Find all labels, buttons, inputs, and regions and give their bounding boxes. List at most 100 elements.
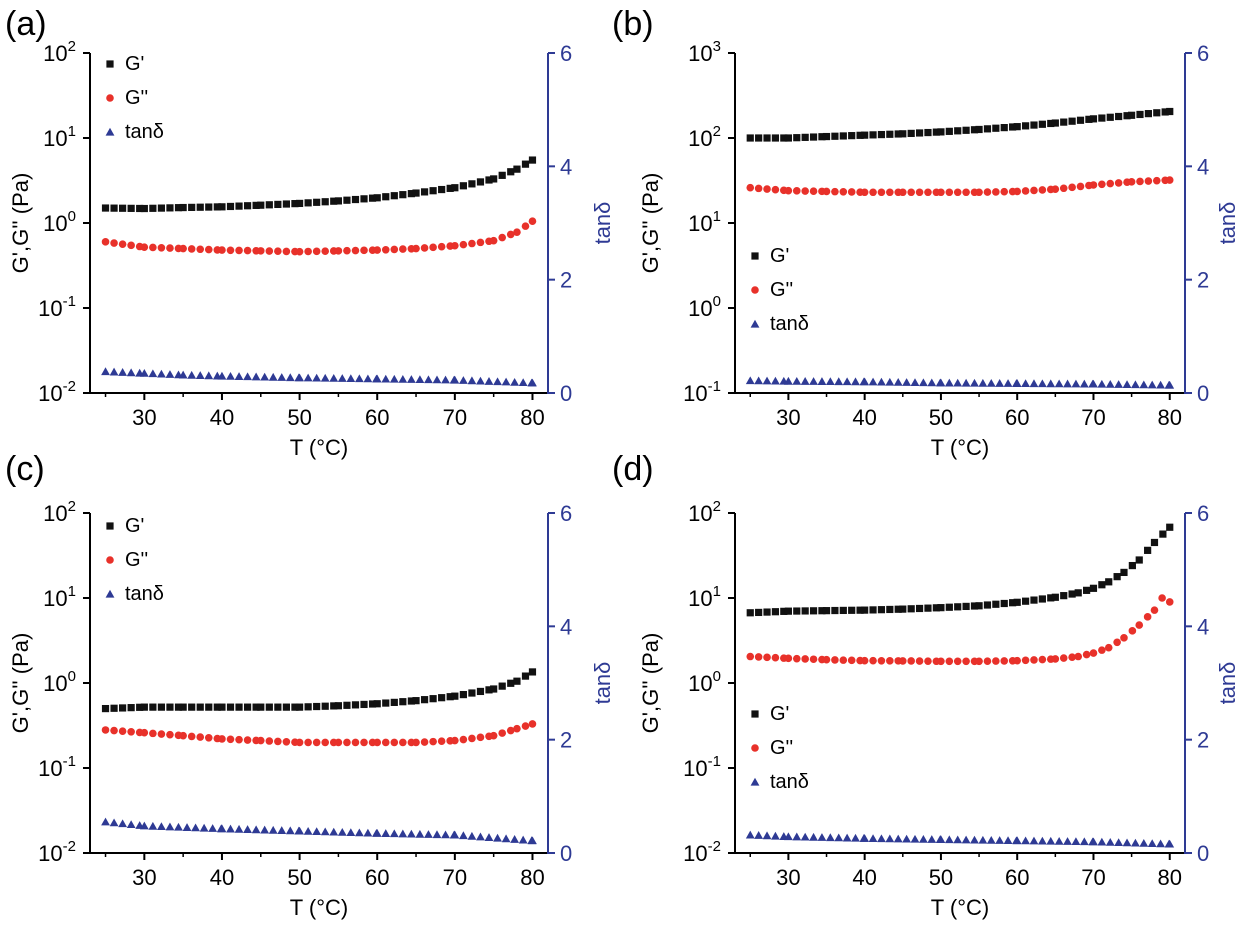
data-point [166, 204, 174, 212]
data-point [755, 608, 763, 617]
data-point [513, 165, 521, 173]
data-point [945, 603, 953, 611]
data-point [412, 189, 420, 197]
data-point [521, 672, 530, 680]
data-point [861, 131, 869, 139]
data-point [1098, 581, 1106, 589]
data-point [441, 375, 450, 384]
data-point [320, 373, 330, 382]
data-point [962, 188, 970, 197]
data-point [1166, 107, 1174, 116]
data-point [1166, 523, 1174, 531]
data-point [118, 240, 127, 248]
data-point [924, 188, 932, 197]
series-triangle [101, 817, 537, 845]
data-point [1000, 657, 1009, 665]
data-point [848, 606, 856, 614]
data-point [372, 828, 382, 837]
data-point [793, 134, 801, 142]
data-point [915, 188, 924, 197]
y2-tick-label: 0 [560, 841, 572, 866]
chart-panel-d: (d) 30 40 50 60 70 80 10-2 10-1 100 101 102 0 2 4 6 T (°… [612, 450, 1240, 920]
data-point [518, 378, 528, 387]
y2-tick-label: 2 [560, 268, 572, 293]
data-point [412, 697, 420, 705]
data-point [1120, 634, 1128, 642]
data-point [1030, 656, 1038, 664]
data-point [771, 185, 780, 194]
data-point [382, 699, 390, 707]
y-tick-label: 10-2 [38, 378, 76, 406]
data-point [321, 702, 329, 710]
data-point [510, 377, 520, 386]
data-point [983, 601, 992, 609]
x-tick-label: 50 [929, 405, 953, 430]
data-point [995, 836, 1005, 844]
x-tick-label: 50 [287, 865, 311, 890]
series-circle [101, 720, 537, 747]
data-point [518, 835, 528, 844]
data-point [415, 829, 425, 838]
data-point [1021, 656, 1030, 665]
x-tick-label: 70 [1081, 865, 1105, 890]
data-point [992, 600, 1000, 608]
y-tick-label: 102 [43, 38, 76, 66]
data-point [1079, 379, 1089, 388]
data-point [842, 833, 852, 842]
data-point [243, 372, 252, 381]
data-point [1051, 655, 1060, 663]
data-point [1059, 654, 1068, 662]
data-point [101, 367, 110, 376]
data-point [856, 131, 864, 139]
data-point [101, 238, 110, 246]
data-point [822, 187, 831, 196]
data-point [932, 604, 940, 612]
data-point [528, 668, 537, 676]
data-point [1106, 179, 1115, 188]
data-point [992, 188, 1000, 196]
data-point [312, 827, 322, 835]
y2-tick-label: 0 [560, 381, 572, 406]
legend-marker [106, 556, 114, 564]
data-point [800, 377, 810, 385]
data-point [459, 690, 467, 699]
data-point [429, 737, 437, 746]
data-point [1089, 181, 1098, 189]
data-point [822, 655, 831, 664]
data-point [1156, 839, 1165, 848]
data-point [771, 831, 780, 840]
data-point [498, 729, 507, 737]
data-point [438, 185, 446, 194]
data-point [368, 700, 377, 708]
data-point [1046, 836, 1056, 845]
y2-tick-label: 4 [1197, 614, 1209, 639]
data-point [407, 190, 415, 198]
data-point [187, 732, 196, 741]
data-point [204, 371, 214, 380]
data-point [484, 833, 494, 841]
data-point [1113, 573, 1121, 581]
data-point [784, 186, 793, 195]
data-point [945, 127, 953, 135]
data-point [498, 171, 506, 179]
data-point [1021, 379, 1030, 388]
data-point [334, 247, 343, 255]
data-point [1114, 179, 1123, 187]
data-point [476, 178, 485, 186]
data-point [1089, 379, 1098, 388]
data-point [166, 244, 174, 252]
data-point [256, 247, 265, 255]
data-point [944, 378, 954, 387]
x-tick-label: 40 [210, 405, 234, 430]
data-point [510, 835, 520, 843]
data-point [285, 826, 295, 835]
data-point [970, 378, 979, 387]
data-point [1144, 110, 1152, 118]
y-tick-label: 101 [688, 208, 721, 236]
data-point [961, 835, 971, 844]
chart-panel-b: (b) 30 40 50 60 70 80 10-1 100 101 102 103 0 2 4 6 T (°C… [612, 5, 1240, 460]
y-tick-label: 10-1 [683, 753, 721, 781]
legend-marker [106, 94, 114, 102]
data-point [390, 245, 399, 254]
data-point [910, 834, 920, 843]
